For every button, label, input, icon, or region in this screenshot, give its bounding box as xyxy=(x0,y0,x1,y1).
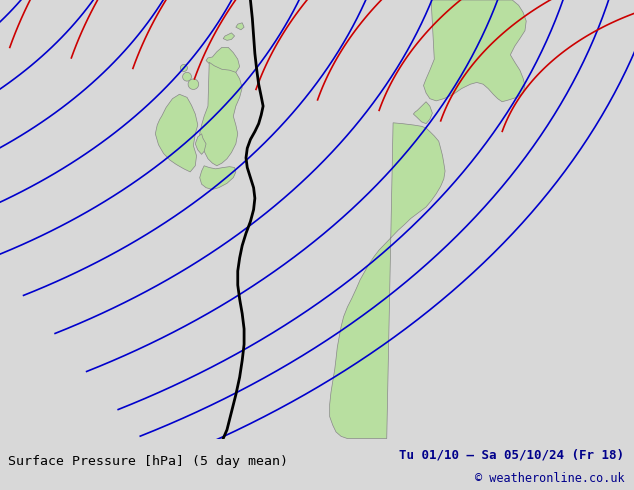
Text: © weatheronline.co.uk: © weatheronline.co.uk xyxy=(475,472,624,485)
Polygon shape xyxy=(183,73,191,81)
Polygon shape xyxy=(195,134,206,154)
Text: Tu 01/10 – Sa 05/10/24 (Fr 18): Tu 01/10 – Sa 05/10/24 (Fr 18) xyxy=(399,448,624,462)
Text: Surface Pressure [hPa] (5 day mean): Surface Pressure [hPa] (5 day mean) xyxy=(8,455,288,468)
Polygon shape xyxy=(236,23,244,30)
Polygon shape xyxy=(200,166,236,190)
Polygon shape xyxy=(155,94,198,172)
Polygon shape xyxy=(200,62,242,166)
Polygon shape xyxy=(206,48,240,75)
Polygon shape xyxy=(188,79,198,90)
Polygon shape xyxy=(223,33,235,40)
Polygon shape xyxy=(330,123,445,439)
Polygon shape xyxy=(180,65,188,72)
Polygon shape xyxy=(413,102,432,123)
Polygon shape xyxy=(424,0,526,102)
